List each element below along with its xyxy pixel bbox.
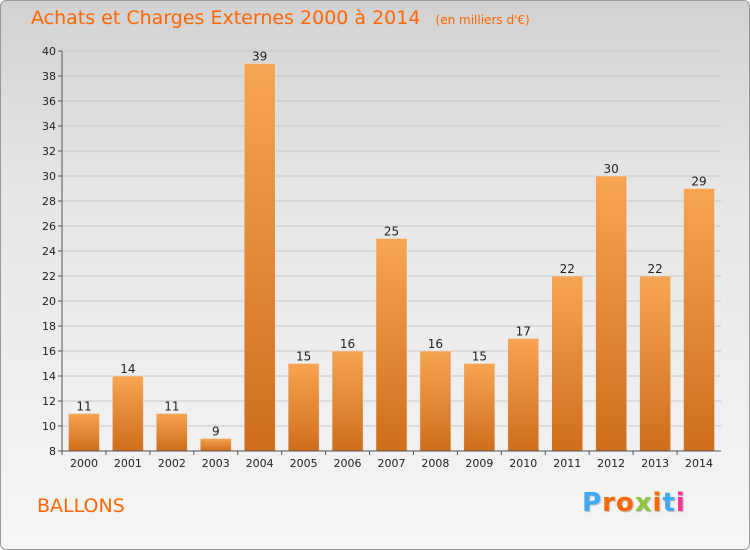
- data-label-2009: 15: [472, 350, 487, 364]
- y-tick-label: 16: [42, 345, 56, 358]
- y-tick-label: 20: [42, 295, 56, 308]
- x-tick-label-2001: 2001: [114, 457, 142, 470]
- bar-2004: [243, 63, 276, 452]
- bar-2008: [419, 350, 452, 452]
- y-tick-label: 10: [42, 420, 56, 433]
- x-tick-label-2008: 2008: [421, 457, 449, 470]
- bar-2006: [331, 350, 364, 452]
- commune-name: BALLONS: [37, 495, 125, 517]
- logo-letter: i: [652, 488, 663, 518]
- x-axis: 2000 2001 2002 2003 2004 2005 2006 2007 2008 2009…: [61, 451, 713, 470]
- bar-2010: [507, 338, 540, 452]
- data-label-2011: 22: [560, 262, 575, 276]
- x-tick-label-2005: 2005: [290, 457, 318, 470]
- bar-2005: [287, 363, 320, 452]
- x-tick-label-2002: 2002: [158, 457, 186, 470]
- chart-title: Achats et Charges Externes 2000 à 2014: [31, 7, 421, 29]
- bar-2003: [200, 438, 232, 452]
- y-tick-label: 30: [42, 170, 56, 183]
- y-tick-label: 26: [42, 220, 56, 233]
- x-tick-label-2012: 2012: [597, 457, 625, 470]
- bar-2011: [551, 275, 583, 452]
- bar-2007: [375, 238, 408, 452]
- x-tick-label-2009: 2009: [465, 457, 493, 470]
- data-label-2012: 30: [604, 162, 619, 176]
- y-tick-label: 32: [42, 145, 56, 158]
- bar-2013: [639, 275, 671, 452]
- y-tick-label: 8: [49, 445, 56, 458]
- x-tick-label-2006: 2006: [334, 457, 362, 470]
- data-label-2014: 29: [691, 175, 706, 189]
- y-tick-label: 22: [42, 270, 56, 283]
- x-tick-label-2007: 2007: [378, 457, 406, 470]
- bars: 11 14 11 9 39 15 16 25 16 15 17 22 30 22 29: [68, 50, 715, 452]
- x-tick-label-2000: 2000: [70, 457, 98, 470]
- data-label-2004: 39: [252, 50, 267, 64]
- bar-2002: [156, 413, 188, 452]
- x-tick-label-2013: 2013: [641, 457, 669, 470]
- y-tick-label: 24: [42, 245, 56, 258]
- data-label-2010: 17: [516, 325, 531, 339]
- logo-letter: i: [675, 488, 686, 518]
- y-axis: 8 10 12 14 16 18 20 22 24 26 28 30 32 34 36 38 40: [42, 45, 62, 458]
- bar-2014: [683, 188, 715, 452]
- y-tick-label: 12: [42, 395, 56, 408]
- axes: [61, 51, 721, 452]
- logo-letter: o: [615, 488, 635, 518]
- logo-letter: r: [602, 488, 616, 518]
- x-tick-label-2011: 2011: [553, 457, 581, 470]
- proxiti-logo[interactable]: Proxiti: [582, 488, 686, 518]
- data-label-2002: 11: [164, 400, 179, 414]
- data-label-2001: 14: [120, 362, 135, 376]
- x-tick-label-2010: 2010: [509, 457, 537, 470]
- y-tick-label: 38: [42, 70, 56, 83]
- data-label-2003: 9: [212, 425, 220, 439]
- y-tick-label: 18: [42, 320, 56, 333]
- x-tick-label-2014: 2014: [685, 457, 713, 470]
- logo-letter: t: [662, 488, 676, 518]
- logo-letter: P: [582, 488, 603, 518]
- y-tick-label: 14: [42, 370, 56, 383]
- bar-2001: [112, 375, 144, 452]
- data-label-2000: 11: [76, 400, 91, 414]
- x-tick-label-2003: 2003: [202, 457, 230, 470]
- y-tick-label: 40: [42, 45, 56, 58]
- y-tick-label: 28: [42, 195, 56, 208]
- bar-2009: [463, 363, 496, 452]
- data-label-2013: 22: [647, 262, 662, 276]
- x-tick-label-2004: 2004: [246, 457, 274, 470]
- bar-2012: [595, 175, 627, 452]
- y-tick-label: 34: [42, 120, 56, 133]
- data-label-2005: 15: [296, 350, 311, 364]
- data-label-2006: 16: [340, 337, 355, 351]
- y-tick-label: 36: [42, 95, 56, 108]
- logo-letter: x: [634, 488, 653, 518]
- data-label-2008: 16: [428, 337, 443, 351]
- chart-subtitle: (en milliers d'€): [435, 13, 530, 27]
- bar-2000: [68, 413, 100, 452]
- title-row: Achats et Charges Externes 2000 à 2014 (…: [31, 7, 530, 29]
- data-label-2007: 25: [384, 225, 399, 239]
